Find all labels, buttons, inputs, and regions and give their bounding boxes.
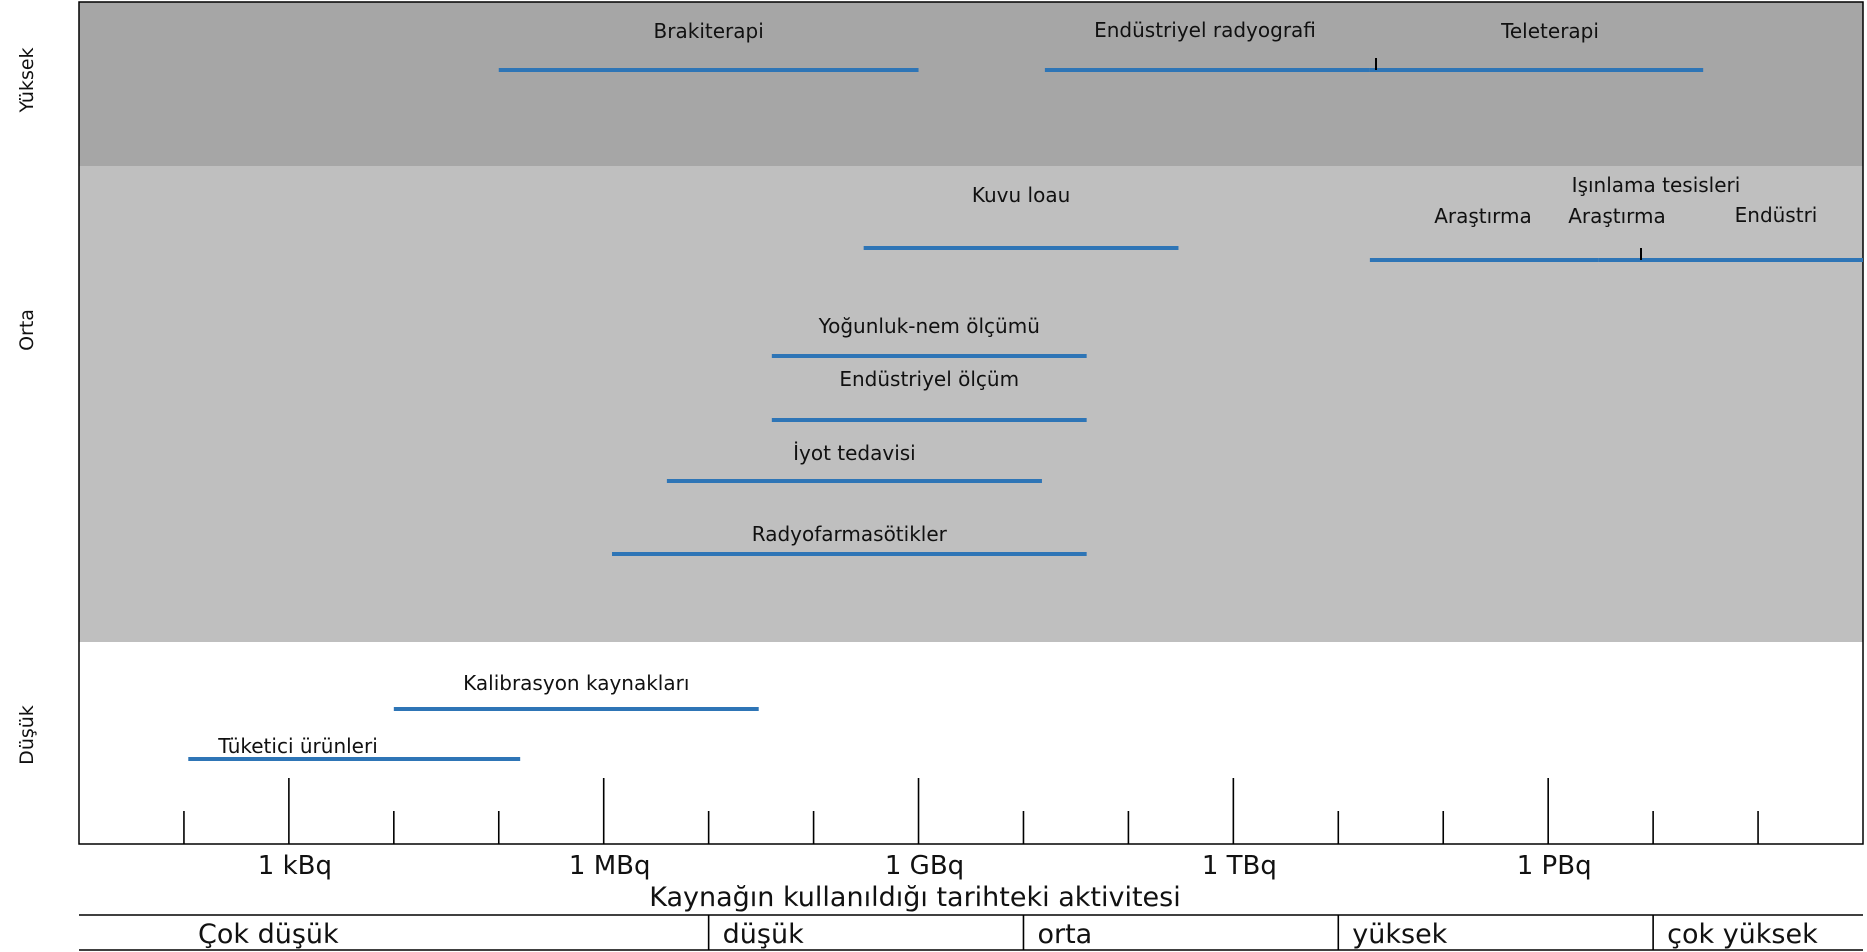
activity-class-label: düşük: [723, 919, 804, 950]
range-bar-label: Endüstriyel radyografi: [1094, 18, 1316, 42]
plot-frame: [78, 1, 1864, 845]
range-bar-label: Kuvu loau: [972, 183, 1070, 207]
activity-class-label: yüksek: [1352, 919, 1447, 950]
band-label-medium: Orta: [16, 309, 38, 351]
band-label-low: Düşük: [16, 705, 38, 765]
tick-label: 1 MBq: [569, 851, 651, 881]
range-bar-label: Araştırma: [1434, 204, 1532, 228]
range-bar-label: Teleterapi: [1500, 19, 1599, 43]
range-bar-label: Tüketici ürünleri: [217, 734, 378, 758]
group-label: Işınlama tesisleri: [1572, 173, 1741, 197]
tick-label: 1 TBq: [1202, 851, 1277, 881]
activity-class-label: çok yüksek: [1667, 919, 1818, 950]
range-bar-label: Endüstri: [1735, 203, 1818, 227]
range-bar-label: Kalibrasyon kaynakları: [463, 671, 689, 695]
activity-class-label: Çok düşük: [198, 919, 339, 950]
x-axis-title: Kaynağın kullanıldığı tarihteki aktivite…: [649, 882, 1180, 913]
band-medium: [79, 166, 1863, 642]
tick-label: 1 PBq: [1517, 851, 1592, 881]
range-bar-label: Endüstriyel ölçüm: [839, 367, 1019, 391]
range-bar-label: Yoğunluk-nem ölçümü: [818, 314, 1040, 338]
tick-label: 1 GBq: [885, 851, 964, 881]
band-label-high: Yüksek: [16, 47, 38, 113]
band-low: [79, 642, 1863, 844]
range-bar-label: Radyofarmasötikler: [752, 522, 948, 546]
range-bar-label: Araştırma: [1568, 204, 1666, 228]
activity-class-label: orta: [1037, 919, 1092, 950]
range-bar-label: Brakiterapi: [654, 19, 764, 43]
band-high: [79, 2, 1863, 166]
range-bar-label: İyot tedavisi: [793, 441, 916, 465]
tick-label: 1 kBq: [258, 851, 332, 881]
